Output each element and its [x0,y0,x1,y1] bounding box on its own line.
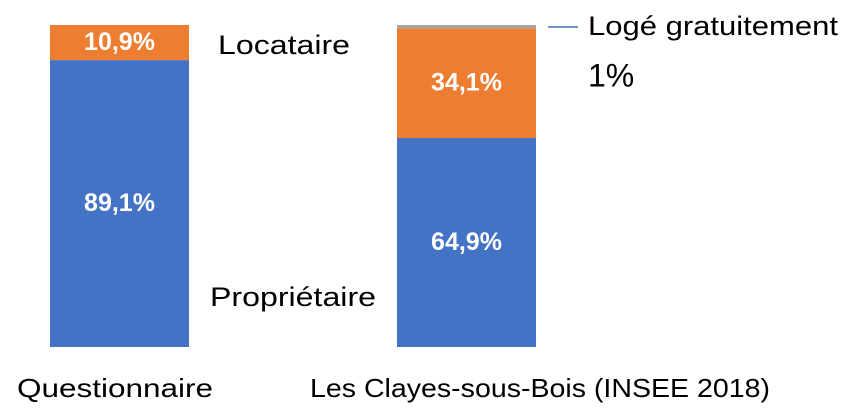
bar-segment [397,25,536,29]
series-label: Logé gratuitement [588,11,839,41]
bar-segment [397,28,536,139]
bar-segment [50,25,189,61]
value-label: 10,9% [84,28,155,56]
value-label-outside: 1% [588,57,634,93]
series-label: Locataire [218,30,350,60]
bar-segment [397,138,536,347]
value-label: 64,9% [431,228,502,256]
bar-segment [50,60,189,348]
value-label: 89,1% [84,189,155,217]
category-label: Questionnaire [17,373,213,403]
series-label: Propriétaire [210,282,376,312]
category-label: Les Clayes-sous-Bois (INSEE 2018) [310,373,770,403]
value-label: 34,1% [431,69,502,97]
